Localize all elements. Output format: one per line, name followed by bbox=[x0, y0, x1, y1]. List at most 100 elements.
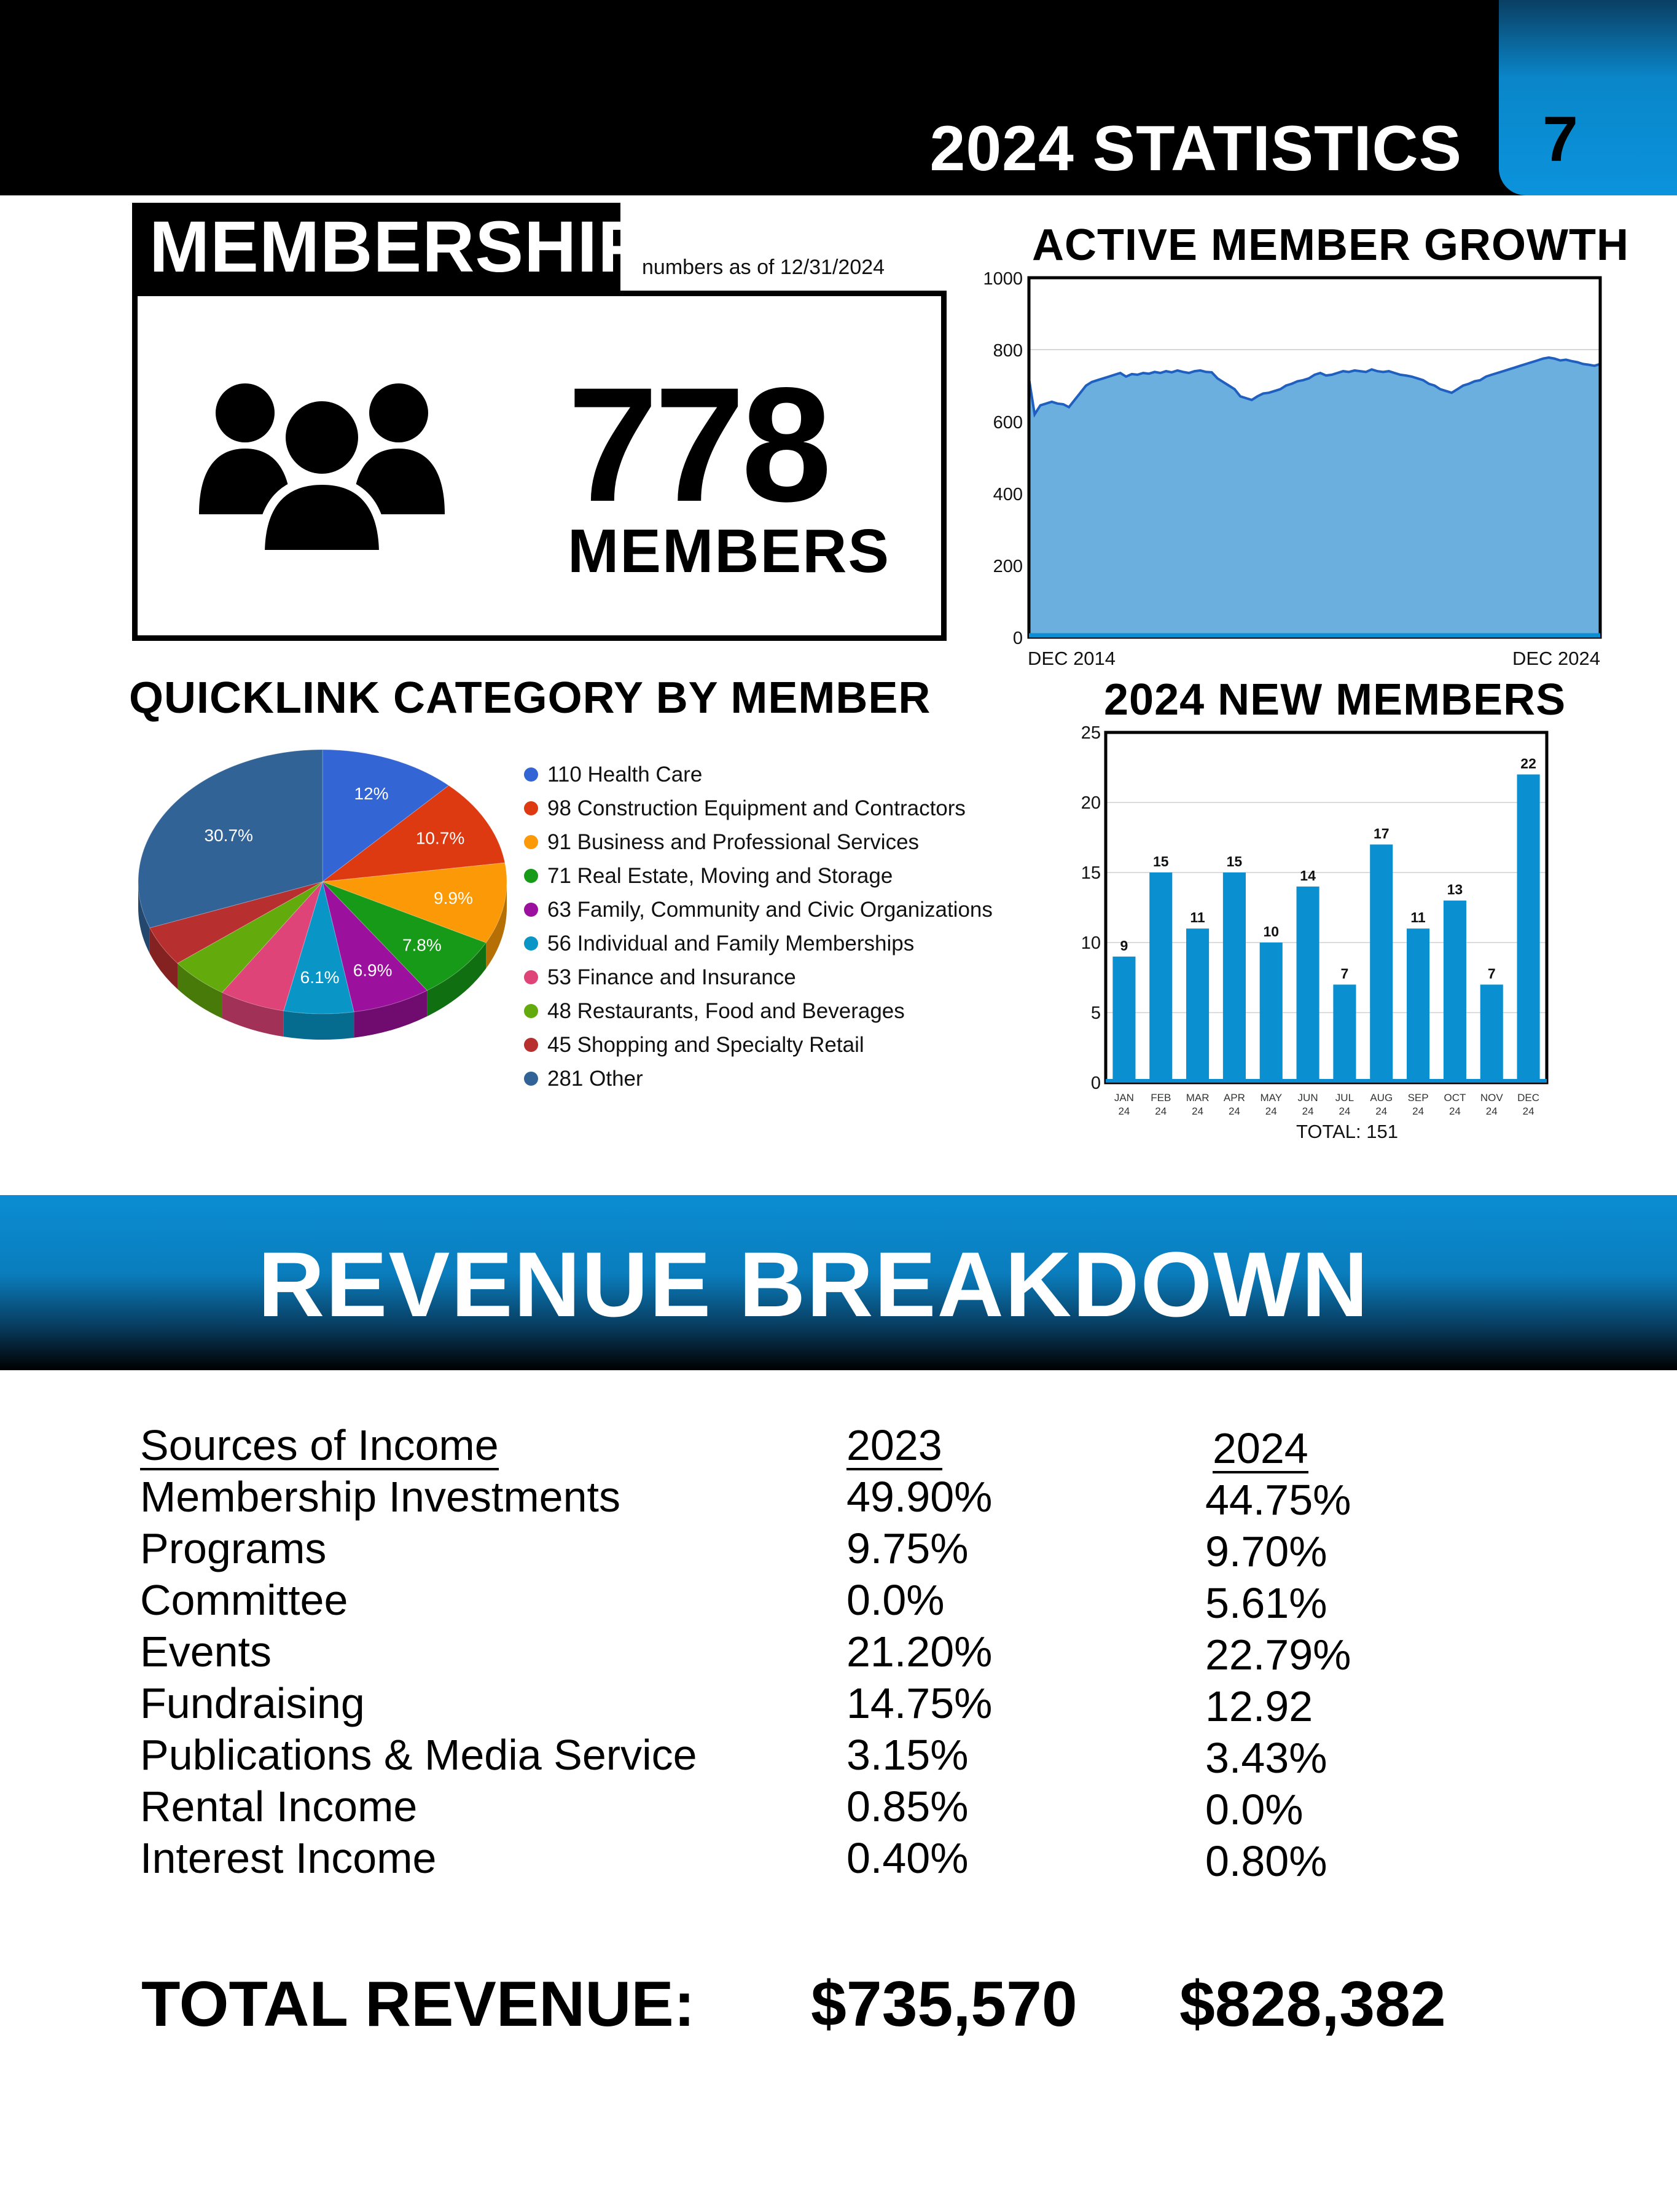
bar bbox=[1222, 873, 1246, 1083]
legend-swatch bbox=[524, 801, 538, 815]
legend-swatch bbox=[524, 1072, 538, 1086]
bar-value-label: 10 bbox=[1263, 924, 1279, 939]
bar bbox=[1259, 943, 1283, 1083]
pie-pct-label: 6.9% bbox=[353, 960, 393, 979]
y-tick-label: 800 bbox=[993, 341, 1023, 361]
income-source-label: Rental Income bbox=[140, 1783, 418, 1830]
pie-slice bbox=[322, 880, 428, 1013]
x-tick-label: 24 bbox=[1229, 1105, 1240, 1117]
legend-item: 56 Individual and Family Memberships bbox=[524, 927, 1040, 960]
bar-value-label: 14 bbox=[1300, 868, 1316, 884]
total-revenue-2024: $828,382 bbox=[1179, 1969, 1446, 2040]
bar bbox=[1296, 886, 1319, 1083]
pie-slice-side bbox=[486, 882, 507, 969]
legend-label: 56 Individual and Family Memberships bbox=[547, 931, 915, 955]
year-2024-column: 2024 44.75% 9.70% 5.61% 22.79% 12.92 3.43% 0.0… bbox=[1205, 1419, 1351, 1887]
pie-slice bbox=[149, 881, 323, 964]
legend-label: 71 Real Estate, Moving and Storage bbox=[547, 864, 893, 888]
quicklink-pie-chart: 12% 10.7% 9.9% 7.8% 6.9% 6.1% 30.7% bbox=[138, 749, 507, 1040]
income-2023-value: 14.75% bbox=[846, 1679, 993, 1727]
income-2023-value: 0.0% bbox=[846, 1576, 945, 1624]
legend-item: 281 Other bbox=[524, 1062, 1040, 1096]
pie-pct-label: 6.1% bbox=[300, 968, 340, 987]
year-2023-header: 2023 bbox=[846, 1421, 942, 1470]
bar-value-label: 9 bbox=[1120, 938, 1128, 954]
bar-value-label: 7 bbox=[1488, 965, 1496, 981]
income-source-label: Committee bbox=[140, 1576, 348, 1624]
income-2023-value: 0.40% bbox=[846, 1834, 969, 1882]
pie-slice bbox=[177, 881, 323, 993]
y-tick-label: 200 bbox=[993, 557, 1023, 576]
legend-item: 53 Finance and Insurance bbox=[524, 960, 1040, 994]
bar-value-label: 11 bbox=[1410, 909, 1426, 925]
pie-slice-side bbox=[283, 1011, 354, 1040]
x-tick-label: 24 bbox=[1523, 1105, 1534, 1117]
income-source-label: Membership Investments bbox=[140, 1473, 620, 1521]
y-tick-label: 400 bbox=[993, 485, 1023, 504]
x-tick-label: 24 bbox=[1375, 1105, 1387, 1117]
x-tick-label: JUL bbox=[1335, 1092, 1354, 1104]
bar bbox=[1517, 774, 1540, 1083]
bar bbox=[1443, 900, 1466, 1083]
legend-label: 98 Construction Equipment and Contractor… bbox=[547, 796, 966, 820]
pie-slice-side bbox=[222, 992, 284, 1037]
legend-item: 63 Family, Community and Civic Organizat… bbox=[524, 893, 1040, 927]
income-2024-value: 3.43% bbox=[1205, 1734, 1327, 1782]
legend-item: 91 Business and Professional Services bbox=[524, 825, 1040, 859]
income-2024-value: 22.79% bbox=[1205, 1631, 1351, 1679]
legend-item: 71 Real Estate, Moving and Storage bbox=[524, 859, 1040, 893]
pie-slice bbox=[138, 749, 323, 928]
bar bbox=[1370, 844, 1393, 1083]
x-tick-label: 24 bbox=[1339, 1105, 1350, 1117]
bar bbox=[1112, 956, 1136, 1083]
legend-swatch bbox=[524, 1004, 538, 1018]
income-2023-value: 0.85% bbox=[846, 1783, 969, 1830]
x-tick-label: 24 bbox=[1265, 1105, 1277, 1117]
revenue-banner bbox=[0, 1195, 1677, 1370]
x-tick-label: DEC bbox=[1517, 1092, 1539, 1104]
legend-label: 91 Business and Professional Services bbox=[547, 830, 920, 854]
new-members-total: TOTAL: 151 bbox=[1296, 1121, 1398, 1142]
membership-heading: MEMBERSHIP bbox=[132, 203, 646, 292]
x-tick-label: APR bbox=[1224, 1092, 1245, 1104]
year-2023-column: 2023 49.90% 9.75% 0.0% 21.20% 14.75% 3.15% 0.8… bbox=[846, 1419, 992, 1884]
x-tick-label: 24 bbox=[1449, 1105, 1461, 1117]
bar bbox=[1186, 928, 1210, 1083]
bar-value-label: 15 bbox=[1227, 853, 1243, 869]
bar bbox=[1480, 984, 1503, 1083]
legend-item: 48 Restaurants, Food and Beverages bbox=[524, 994, 1040, 1028]
x-tick-label: FEB bbox=[1151, 1092, 1171, 1104]
income-2024-value: 44.75% bbox=[1205, 1476, 1351, 1524]
member-count-label: MEMBERS bbox=[568, 517, 891, 586]
legend-item: 45 Shopping and Specialty Retail bbox=[524, 1028, 1040, 1062]
x-tick-label: DEC 2024 bbox=[1512, 648, 1600, 669]
legend-item: 110 Health Care bbox=[524, 758, 1040, 791]
income-2023-value: 49.90% bbox=[846, 1473, 993, 1521]
x-tick-label: NOV bbox=[1480, 1092, 1504, 1104]
pie-pct-label: 12% bbox=[354, 784, 389, 803]
growth-chart-title: ACTIVE MEMBER GROWTH bbox=[1032, 221, 1629, 270]
people-group-icon bbox=[199, 383, 445, 554]
bar bbox=[1407, 928, 1430, 1083]
quicklink-chart-title: QUICKLINK CATEGORY BY MEMBER bbox=[129, 673, 931, 723]
legend-label: 63 Family, Community and Civic Organizat… bbox=[547, 898, 993, 922]
x-tick-label: JUN bbox=[1298, 1092, 1318, 1104]
bar-value-label: 11 bbox=[1190, 909, 1205, 925]
y-tick-label: 0 bbox=[1091, 1073, 1101, 1093]
growth-area-chart: 0 200 400 600 800 1000 DEC 2014 DEC 2024 bbox=[983, 270, 1602, 669]
pie-pct-label: 7.8% bbox=[402, 935, 442, 954]
legend-label: 110 Health Care bbox=[547, 763, 703, 786]
income-2024-value: 9.70% bbox=[1205, 1528, 1327, 1575]
growth-area bbox=[1029, 357, 1600, 637]
pie-slice bbox=[322, 862, 507, 943]
sources-header: Sources of Income bbox=[140, 1421, 499, 1470]
income-2023-value: 3.15% bbox=[846, 1731, 969, 1779]
bar bbox=[1149, 873, 1173, 1083]
income-source-label: Programs bbox=[140, 1524, 327, 1572]
income-2024-value: 0.0% bbox=[1205, 1786, 1304, 1834]
x-tick-label: 24 bbox=[1486, 1105, 1498, 1117]
bar-value-label: 15 bbox=[1153, 853, 1169, 869]
pie-slice-side bbox=[177, 963, 222, 1019]
pie-slice bbox=[321, 785, 506, 882]
x-tick-label: MAY bbox=[1260, 1092, 1282, 1104]
